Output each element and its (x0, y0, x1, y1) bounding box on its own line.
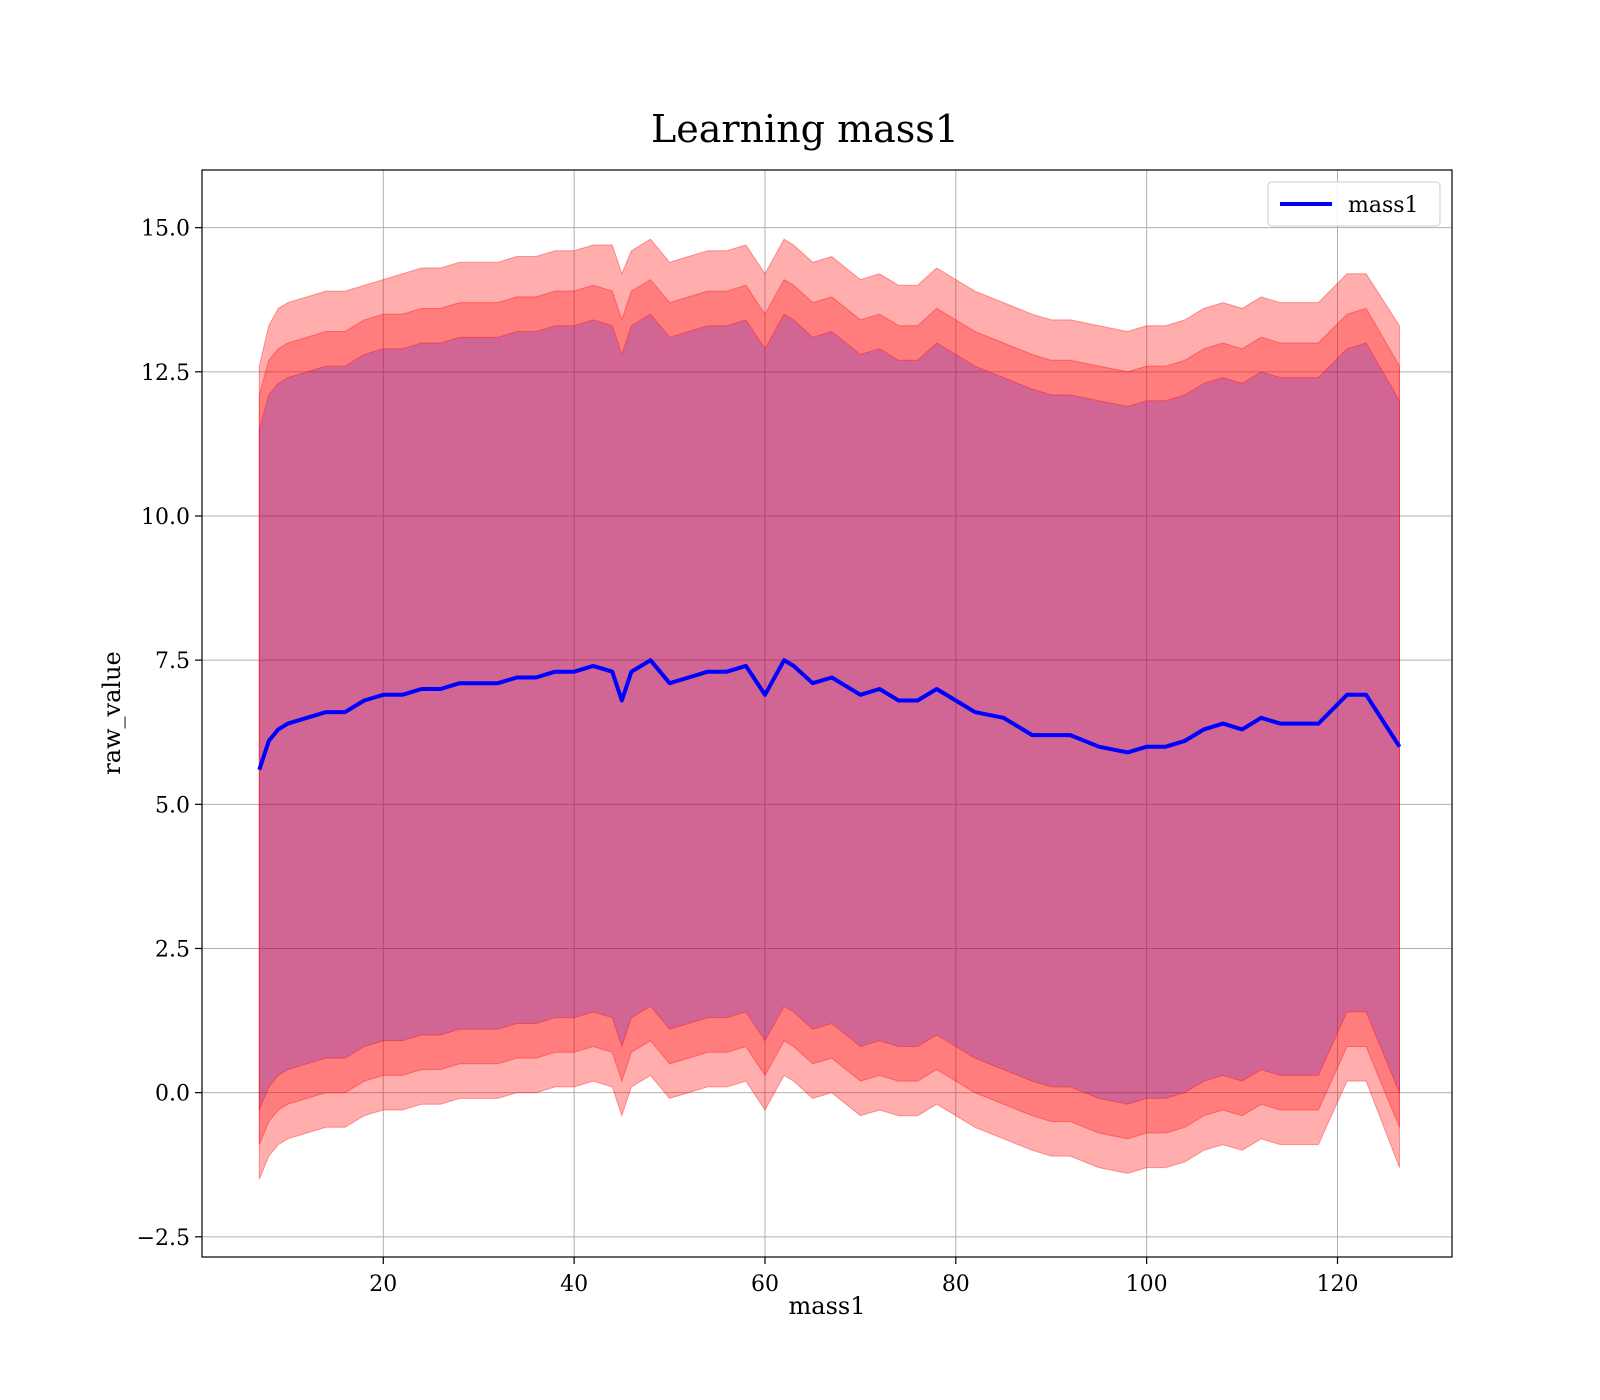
grid (202, 170, 1452, 1257)
y-tick-label: 12.5 (141, 361, 190, 386)
legend-box (1267, 181, 1441, 227)
plot-area-frame (201, 169, 1453, 1258)
x-tick-label: 100 (1126, 1272, 1168, 1297)
y-tick-label: 15.0 (141, 217, 190, 242)
series-lines (257, 658, 1402, 771)
x-tick-label: 20 (369, 1272, 397, 1297)
confidence-band (258, 278, 1400, 1145)
y-tick-label: 0.0 (155, 1082, 190, 1107)
y-axis-ticks: −2.5 0.0 2.5 5.0 7.5 10.0 12.5 15.0 (137, 217, 202, 1251)
y-tick-label: 7.5 (155, 649, 190, 674)
legend: mass1 (1267, 181, 1441, 227)
series-line-mass1 (257, 658, 1402, 771)
confidence-band (258, 313, 1400, 1111)
x-tick-label: 80 (942, 1272, 970, 1297)
y-tick-label: 5.0 (155, 793, 190, 818)
y-tick-label: 2.5 (155, 937, 190, 962)
confidence-bands (258, 238, 1400, 1180)
legend-label: mass1 (1348, 193, 1419, 218)
confidence-band (258, 238, 1400, 1180)
x-tick-label: 60 (751, 1272, 779, 1297)
x-axis-label: mass1 (789, 1292, 866, 1320)
y-tick-label: −2.5 (137, 1226, 190, 1251)
x-tick-label: 120 (1316, 1272, 1358, 1297)
x-axis-ticks: 20 40 60 80 100 120 (369, 1257, 1358, 1297)
y-tick-label: 10.0 (141, 505, 190, 530)
chart-title: Learning mass1 (651, 107, 959, 151)
x-tick-label: 40 (560, 1272, 588, 1297)
y-axis-label: raw_value (98, 651, 126, 775)
